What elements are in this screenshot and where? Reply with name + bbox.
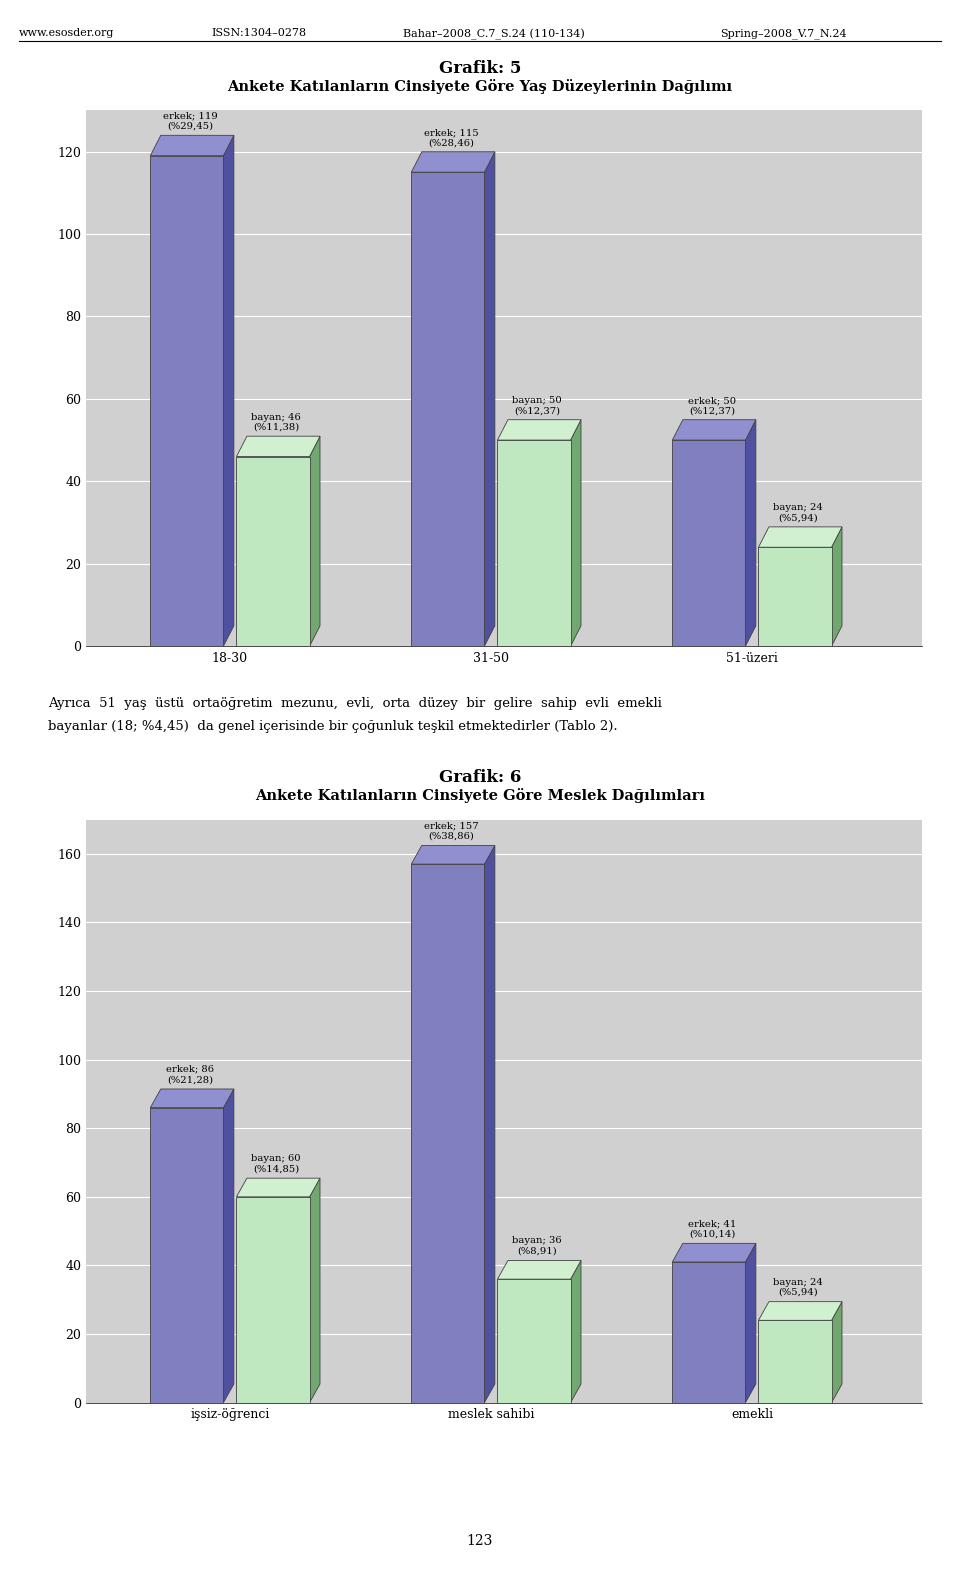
Text: Ankete Katılanların Cinsiyete Göre Yaş Düzeylerinin Dağılımı: Ankete Katılanların Cinsiyete Göre Yaş D… bbox=[228, 79, 732, 95]
Polygon shape bbox=[672, 419, 756, 440]
Text: bayan; 60
(%14,85): bayan; 60 (%14,85) bbox=[252, 1154, 300, 1174]
Polygon shape bbox=[497, 419, 581, 440]
Polygon shape bbox=[831, 526, 842, 646]
Text: bayan; 36
(%8,91): bayan; 36 (%8,91) bbox=[513, 1237, 562, 1256]
Polygon shape bbox=[151, 136, 234, 156]
Polygon shape bbox=[497, 1261, 581, 1280]
Text: erkek; 115
(%28,46): erkek; 115 (%28,46) bbox=[423, 128, 478, 148]
Text: bayan; 24
(%5,94): bayan; 24 (%5,94) bbox=[773, 503, 823, 523]
Text: Grafik: 6: Grafik: 6 bbox=[439, 769, 521, 786]
Text: 123: 123 bbox=[467, 1533, 493, 1548]
Bar bbox=[411, 172, 485, 646]
Bar bbox=[497, 1280, 570, 1403]
Text: Ankete Katılanların Cinsiyete Göre Meslek Dağılımları: Ankete Katılanların Cinsiyete Göre Mesle… bbox=[255, 788, 705, 804]
Bar bbox=[497, 440, 570, 646]
Text: erkek; 50
(%12,37): erkek; 50 (%12,37) bbox=[688, 396, 736, 416]
Polygon shape bbox=[745, 1243, 756, 1403]
Bar bbox=[758, 547, 831, 646]
Polygon shape bbox=[411, 151, 494, 172]
Polygon shape bbox=[758, 526, 842, 547]
Text: ISSN:1304–0278: ISSN:1304–0278 bbox=[211, 28, 306, 38]
Text: www.esosder.org: www.esosder.org bbox=[19, 28, 114, 38]
Bar bbox=[151, 156, 224, 646]
Polygon shape bbox=[224, 136, 234, 646]
Text: Bahar–2008_C.7_S.24 (110-134): Bahar–2008_C.7_S.24 (110-134) bbox=[403, 28, 585, 39]
Polygon shape bbox=[151, 1089, 234, 1108]
Polygon shape bbox=[485, 151, 494, 646]
Polygon shape bbox=[831, 1302, 842, 1403]
Bar bbox=[411, 864, 485, 1403]
Bar bbox=[672, 1262, 745, 1403]
Polygon shape bbox=[309, 1179, 320, 1403]
Bar bbox=[236, 457, 309, 646]
Polygon shape bbox=[672, 1243, 756, 1262]
Bar bbox=[151, 1108, 224, 1403]
Text: bayan; 24
(%5,94): bayan; 24 (%5,94) bbox=[773, 1278, 823, 1297]
Text: bayanlar (18; %4,45)  da genel içerisinde bir çoğunluk teşkil etmektedirler (Tab: bayanlar (18; %4,45) da genel içerisinde… bbox=[48, 720, 617, 733]
Polygon shape bbox=[758, 1302, 842, 1321]
Bar bbox=[236, 1196, 309, 1403]
Text: erkek; 86
(%21,28): erkek; 86 (%21,28) bbox=[166, 1065, 214, 1084]
Text: Ayrıca  51  yaş  üstü  ortaöğretim  mezunu,  evli,  orta  düzey  bir  gelire  sa: Ayrıca 51 yaş üstü ortaöğretim mezunu, e… bbox=[48, 697, 661, 709]
Bar bbox=[758, 1321, 831, 1403]
Polygon shape bbox=[236, 1179, 320, 1196]
Text: erkek; 119
(%29,45): erkek; 119 (%29,45) bbox=[162, 112, 217, 131]
Polygon shape bbox=[309, 437, 320, 646]
Text: bayan; 50
(%12,37): bayan; 50 (%12,37) bbox=[513, 396, 562, 416]
Polygon shape bbox=[485, 845, 494, 1403]
Text: erkek; 41
(%10,14): erkek; 41 (%10,14) bbox=[687, 1220, 736, 1239]
Polygon shape bbox=[411, 845, 494, 864]
Polygon shape bbox=[570, 419, 581, 646]
Polygon shape bbox=[570, 1261, 581, 1403]
Polygon shape bbox=[236, 437, 320, 457]
Polygon shape bbox=[224, 1089, 234, 1403]
Text: erkek; 157
(%38,86): erkek; 157 (%38,86) bbox=[423, 821, 478, 840]
Bar bbox=[672, 440, 745, 646]
Polygon shape bbox=[745, 419, 756, 646]
Text: bayan; 46
(%11,38): bayan; 46 (%11,38) bbox=[252, 413, 301, 432]
Text: Spring–2008_V.7_N.24: Spring–2008_V.7_N.24 bbox=[720, 28, 847, 39]
Text: Grafik: 5: Grafik: 5 bbox=[439, 60, 521, 77]
